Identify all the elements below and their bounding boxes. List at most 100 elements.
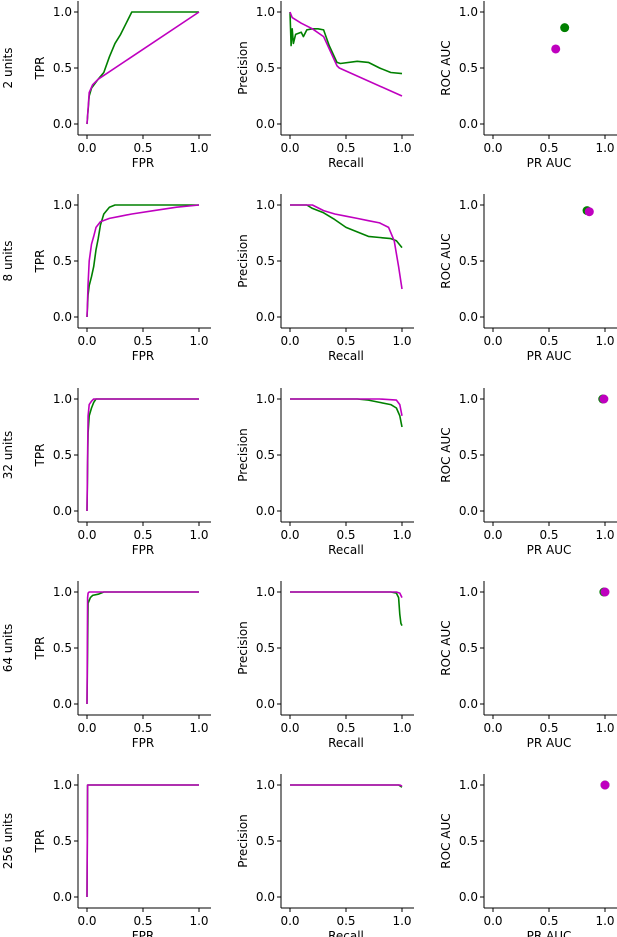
x-tick-label: 1.0 [392,141,411,155]
row-4: 256 units 0.0 0.5 1.0 0.0 0.5 1.0 FPR TPR 0.0 0.5 1… [1,774,617,937]
scatter-point-green [560,23,570,33]
x-axis-label: FPR [132,543,154,557]
curve-magenta [86,784,199,898]
curve-green [86,784,199,898]
scatter-panel: 0.0 0.5 1.0 0.0 0.5 1.0 PR AUC ROC AUC [439,1,617,170]
y-tick-label: 0.0 [53,310,72,324]
curve-magenta [289,11,403,97]
row-label: 8 units [1,241,15,282]
x-tick-label: 1.0 [595,528,614,542]
y-tick-label: 0.0 [256,890,275,904]
x-tick-label: 1.0 [392,914,411,928]
scatter-point-magenta [599,394,609,404]
scatter-panel: 0.0 0.5 1.0 0.0 0.5 1.0 PR AUC ROC AUC [439,388,617,557]
x-tick-label: 1.0 [189,141,208,155]
x-tick-label: 0.0 [483,141,502,155]
x-tick-label: 0.5 [539,528,558,542]
y-tick-label: 1.0 [256,392,275,406]
y-axis-label: Precision [236,428,250,482]
y-tick-label: 1.0 [459,392,478,406]
x-axis-label: Recall [328,736,364,750]
pr-panel: 0.0 0.5 1.0 0.0 0.5 1.0 Recall Precision [236,388,414,557]
x-axis-label: Recall [328,156,364,170]
row-label: 32 units [1,431,15,480]
y-tick-label: 0.5 [53,641,72,655]
x-tick-label: 0.5 [336,528,355,542]
y-tick-label: 1.0 [53,585,72,599]
y-axis-label: Precision [236,621,250,675]
x-tick-label: 1.0 [189,914,208,928]
x-tick-label: 0.5 [336,141,355,155]
y-tick-label: 0.5 [53,61,72,75]
curve-magenta [86,11,200,125]
y-tick-label: 0.0 [256,310,275,324]
x-tick-label: 0.0 [483,914,502,928]
y-tick-label: 0.0 [256,504,275,518]
y-tick-label: 1.0 [53,392,72,406]
scatter-point-magenta [551,44,561,54]
x-tick-label: 0.5 [336,721,355,735]
y-tick-label: 0.0 [459,504,478,518]
x-tick-label: 0.0 [483,721,502,735]
y-tick-label: 1.0 [53,198,72,212]
roc-panel: 0.0 0.5 1.0 0.0 0.5 1.0 FPR TPR [33,194,211,363]
x-tick-label: 1.0 [392,334,411,348]
y-tick-label: 0.0 [53,117,72,131]
x-tick-label: 0.5 [539,141,558,155]
x-tick-label: 0.0 [77,528,96,542]
curve-magenta [290,204,403,290]
x-tick-label: 0.0 [77,914,96,928]
row-0: 2 units 0.0 0.5 1.0 0.0 0.5 1.0 FPR TPR 0.0 0.5 1.0… [1,1,617,170]
x-tick-label: 1.0 [595,914,614,928]
x-tick-label: 0.5 [133,334,152,348]
x-tick-label: 0.0 [77,141,96,155]
x-tick-label: 0.5 [539,914,558,928]
y-tick-label: 0.0 [459,890,478,904]
row-3: 64 units 0.0 0.5 1.0 0.0 0.5 1.0 FPR TPR 0.0 0.5 1.… [1,581,617,750]
y-tick-label: 0.5 [256,448,275,462]
x-axis-label: Recall [328,929,364,937]
pr-panel: 0.0 0.5 1.0 0.0 0.5 1.0 Recall Precision [236,1,414,170]
y-tick-label: 1.0 [459,585,478,599]
y-tick-label: 0.5 [459,834,478,848]
y-tick-label: 0.0 [53,697,72,711]
y-axis-label: Precision [236,41,250,95]
scatter-point-magenta [584,207,594,217]
x-tick-label: 0.0 [280,528,299,542]
x-axis-label: Recall [328,349,364,363]
y-tick-label: 1.0 [256,5,275,19]
x-axis-label: FPR [132,929,154,937]
curve-magenta [86,204,200,318]
scatter-panel: 0.0 0.5 1.0 0.0 0.5 1.0 PR AUC ROC AUC [439,194,617,363]
y-tick-label: 0.0 [53,504,72,518]
y-tick-label: 1.0 [256,778,275,792]
y-tick-label: 0.0 [459,117,478,131]
row-label: 2 units [1,48,15,89]
x-tick-label: 1.0 [392,721,411,735]
x-tick-label: 0.5 [133,914,152,928]
x-tick-label: 0.0 [483,334,502,348]
x-axis-label: Recall [328,543,364,557]
curve-magenta [86,591,199,705]
x-tick-label: 0.0 [77,721,96,735]
row-label: 64 units [1,624,15,673]
curve-green [86,204,199,318]
y-tick-label: 0.5 [459,254,478,268]
pr-panel: 0.0 0.5 1.0 0.0 0.5 1.0 Recall Precision [236,581,414,750]
x-axis-label: PR AUC [527,736,572,750]
x-tick-label: 1.0 [595,141,614,155]
x-tick-label: 0.5 [539,334,558,348]
scatter-point-magenta [600,780,610,790]
scatter-panel: 0.0 0.5 1.0 0.0 0.5 1.0 PR AUC ROC AUC [439,581,617,750]
y-axis-label: TPR [33,830,47,854]
x-tick-label: 0.5 [133,528,152,542]
y-axis-label: ROC AUC [439,813,453,868]
y-tick-label: 0.5 [459,448,478,462]
curve-green [86,11,199,125]
y-tick-label: 0.5 [459,641,478,655]
roc-panel: 0.0 0.5 1.0 0.0 0.5 1.0 FPR TPR [33,1,211,170]
x-tick-label: 0.0 [483,528,502,542]
x-tick-label: 1.0 [392,528,411,542]
y-axis-label: TPR [33,444,47,468]
x-axis-label: PR AUC [527,543,572,557]
